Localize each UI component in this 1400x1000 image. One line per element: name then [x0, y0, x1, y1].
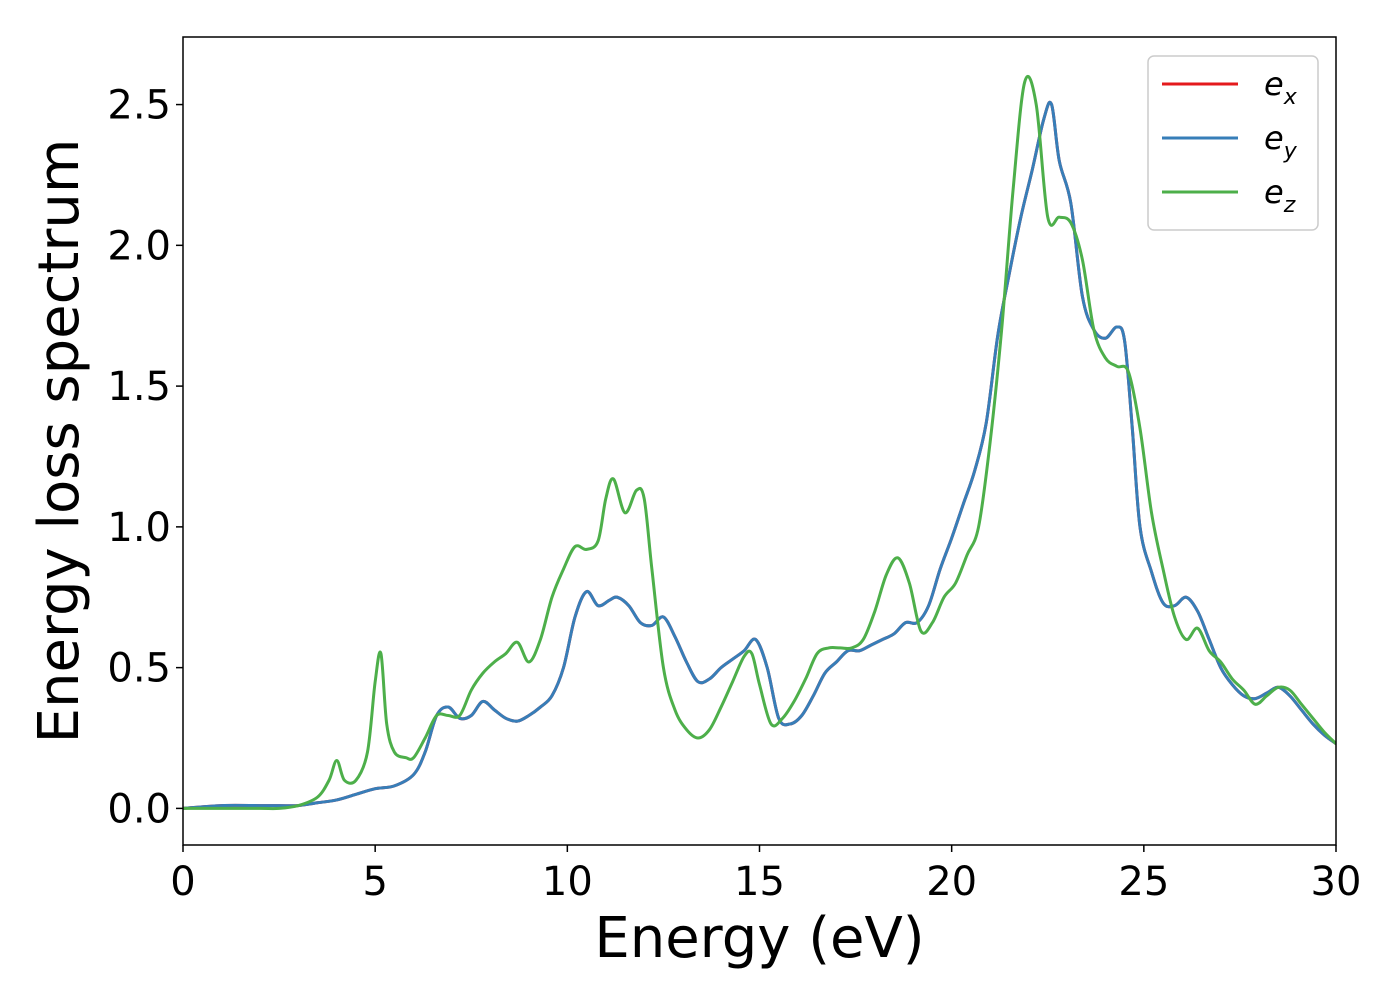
- x-tick-label: 5: [362, 859, 387, 905]
- x-tick-label: 30: [1311, 859, 1362, 905]
- y-tick-label: 0.0: [107, 786, 171, 832]
- x-axis-ticks: 0 5 10 15 20 25 30: [170, 845, 1361, 905]
- y-axis-label: Energy loss spectrum: [27, 139, 92, 744]
- legend-label-y: ey: [1264, 119, 1298, 164]
- y-tick-label: 2.5: [107, 83, 171, 129]
- series-line-ey: [183, 100, 1336, 810]
- x-axis-label: Energy (eV): [594, 906, 924, 971]
- series-line-ez: [183, 74, 1336, 811]
- x-tick-label: 15: [734, 859, 785, 905]
- y-tick-label: 1.0: [107, 505, 171, 551]
- legend-label-x: ex: [1264, 65, 1298, 110]
- y-tick-label: 2.0: [107, 223, 171, 269]
- y-axis-ticks: 0.0 0.5 1.0 1.5 2.0 2.5: [107, 83, 183, 832]
- legend-frame: [1147, 55, 1319, 231]
- legend-label-z: ez: [1264, 173, 1296, 218]
- legend-items: ex ey ez: [1162, 65, 1298, 218]
- y-tick-label: 0.5: [107, 646, 171, 692]
- legend: ex ey ez: [1147, 55, 1319, 231]
- x-tick-label: 10: [542, 859, 593, 905]
- x-tick-label: 25: [1118, 859, 1169, 905]
- series-layer: [183, 74, 1336, 811]
- x-tick-label: 20: [926, 859, 977, 905]
- y-tick-label: 1.5: [107, 364, 171, 410]
- x-tick-label: 0: [170, 859, 195, 905]
